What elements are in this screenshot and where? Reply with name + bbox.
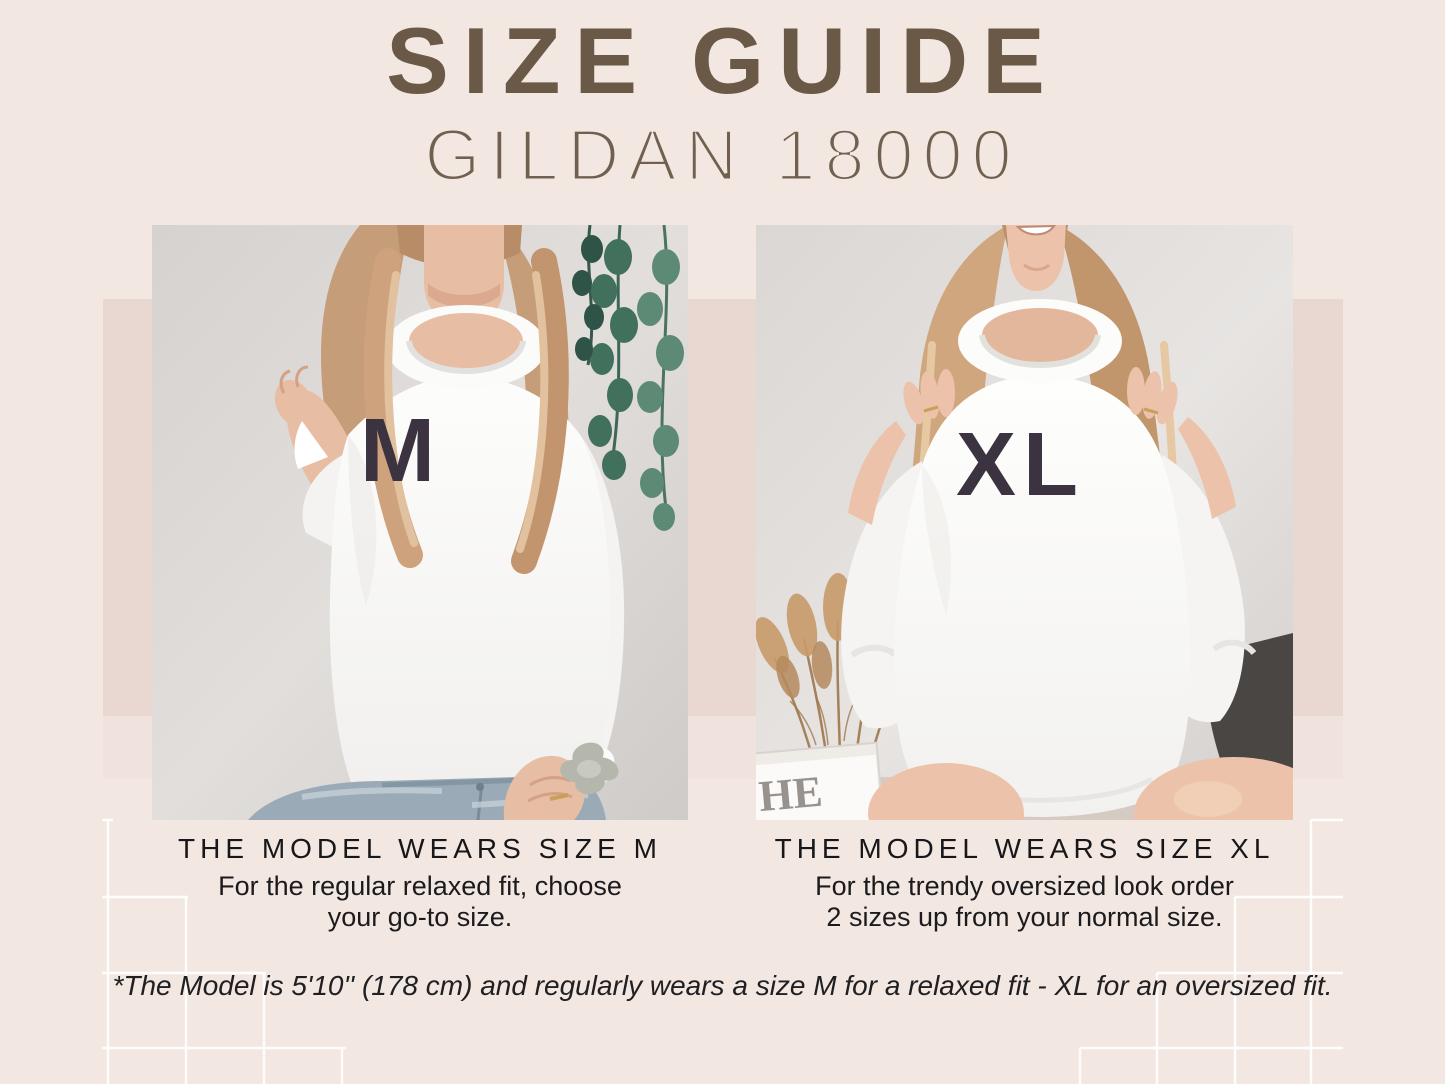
description-line: 2 sizes up from your normal size.: [826, 902, 1223, 932]
photo-m-illustration: [152, 225, 688, 820]
model-legs: [868, 757, 1293, 820]
sweatshirt: [841, 299, 1257, 817]
caption-size-m: THE MODEL WEARS SIZE M: [178, 833, 662, 864]
description-size-xl: For the trendy oversized look order 2 si…: [736, 871, 1313, 933]
model-face-chin: [1006, 225, 1066, 291]
magazine-stack: HE S: [756, 741, 885, 820]
model-footnote: *The Model is 5'10'' (178 cm) and regula…: [112, 970, 1333, 1001]
magazine-text-line1: HE: [757, 767, 825, 820]
model-neck-skin: [424, 225, 504, 325]
model-hands: [848, 367, 1236, 525]
photo-model-size-xl: HE S: [756, 225, 1293, 820]
page-title: SIZE GUIDE: [386, 8, 1059, 113]
caption-size-xl: THE MODEL WEARS SIZE XL: [774, 833, 1275, 864]
size-letter-xl: XL: [956, 415, 1086, 515]
size-letter-m: M: [360, 401, 435, 501]
description-line: For the trendy oversized look order: [815, 871, 1234, 901]
photo-xl-illustration: HE S: [756, 225, 1293, 820]
magazine-text-line2: S: [773, 815, 807, 820]
scrunchie-icon: [560, 742, 619, 795]
description-line: your go-to size.: [327, 902, 513, 932]
description-line: For the regular relaxed fit, choose: [218, 871, 622, 901]
eucalyptus-plant-icon: [572, 225, 684, 531]
model-front-hair: [363, 248, 569, 574]
page-subtitle: GILDAN 18000: [423, 116, 1021, 196]
description-size-m: For the regular relaxed fit, choose your…: [132, 871, 708, 933]
photo-model-size-m: M: [152, 225, 688, 820]
